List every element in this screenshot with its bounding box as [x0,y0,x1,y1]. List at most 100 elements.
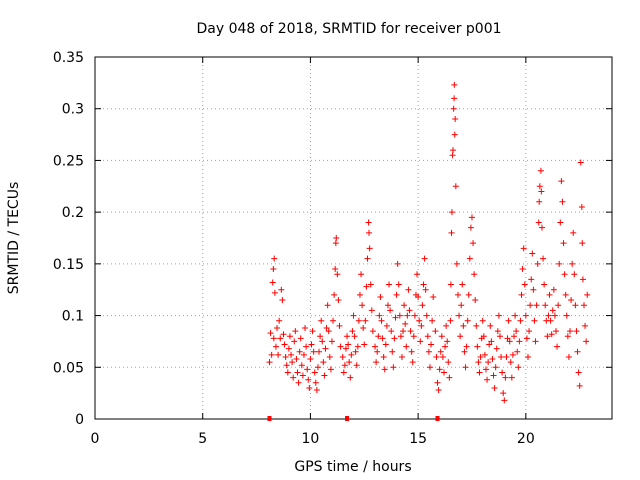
data-point [513,328,520,335]
y-tick-label: 0.2 [62,205,84,221]
data-point [463,343,470,350]
data-point [326,353,333,360]
data-point [440,369,447,376]
data-point [271,289,278,296]
data-point [290,374,297,381]
data-point [461,348,468,355]
data-point [445,359,452,366]
data-point [351,333,358,340]
data-point [494,328,501,335]
data-point [558,178,565,185]
data-point [281,341,288,348]
data-point [308,341,315,348]
data-point [536,198,543,205]
data-point [404,312,411,319]
data-point [362,317,369,324]
data-point [386,281,393,288]
data-point [448,209,455,216]
data-point [328,338,335,345]
data-point [323,324,330,331]
data-point [577,159,584,166]
data-point [472,297,479,304]
data-point [348,351,355,358]
data-point [406,307,413,314]
data-point [564,333,571,340]
data-point [340,369,347,376]
data-point [309,328,316,335]
data-point [288,351,295,358]
data-point [421,255,428,262]
data-point [517,317,524,324]
data-point [457,333,464,340]
data-point [356,291,363,298]
data-point [556,260,563,267]
data-point [530,286,537,293]
data-point [344,333,351,340]
data-point [509,351,516,358]
data-point [436,366,443,373]
data-point [475,359,482,366]
data-point [529,250,536,257]
data-point [546,291,553,298]
data-point [550,286,557,293]
data-point [578,203,585,210]
y-tick-label: 0.15 [53,257,84,273]
data-point [267,330,274,337]
data-point [559,198,566,205]
data-point [541,281,548,288]
data-point [317,333,324,340]
data-point [506,338,513,345]
data-point [520,245,527,252]
data-point [310,348,317,355]
data-point [519,266,526,273]
data-point [337,343,344,350]
data-point [467,224,474,231]
data-point [474,343,481,350]
data-point [545,312,552,319]
data-point [544,333,551,340]
data-point [573,328,580,335]
data-point [278,286,285,293]
plot-frame [94,56,613,420]
data-point [538,188,545,195]
data-point [375,333,382,340]
data-point [503,353,510,360]
data-point [471,271,478,278]
data-point [485,359,492,366]
data-point [459,281,466,288]
data-point [342,345,349,352]
data-point [332,240,339,247]
data-point [373,359,380,366]
data-point [542,302,549,309]
y-tick-label: 0.1 [62,309,84,325]
data-point [439,353,446,360]
data-point [505,317,512,324]
data-point [521,281,528,288]
data-point [408,348,415,355]
data-point [423,312,430,319]
data-point [470,240,477,247]
data-point [417,338,424,345]
data-point [422,286,429,293]
data-point [280,331,287,338]
data-point [319,338,326,345]
data-point [425,348,432,355]
data-point [426,364,433,371]
data-point [330,317,337,324]
data-point [381,366,388,373]
data-point [534,260,541,267]
data-point [499,369,506,376]
data-point [456,312,463,319]
data-point [388,328,395,335]
data-point [487,322,494,329]
data-point [296,348,303,355]
data-point [452,116,459,123]
data-point [396,312,403,319]
data-point [269,279,276,286]
data-point [579,240,586,247]
data-point [335,297,342,304]
data-point [549,307,556,314]
data-point [346,359,353,366]
data-point [524,353,531,360]
data-point [570,229,577,236]
